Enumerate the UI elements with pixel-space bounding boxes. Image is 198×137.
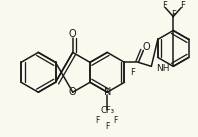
Text: O: O	[143, 42, 150, 52]
Text: F: F	[105, 122, 109, 131]
Text: O: O	[69, 87, 77, 97]
Text: F: F	[113, 116, 117, 125]
Text: F: F	[171, 10, 176, 19]
Text: F: F	[130, 68, 135, 77]
Text: O: O	[69, 29, 77, 39]
Text: N: N	[104, 87, 111, 97]
Text: NH: NH	[156, 64, 170, 73]
Text: F: F	[180, 1, 185, 10]
Text: F: F	[95, 116, 99, 125]
Text: CF₃: CF₃	[100, 106, 114, 115]
Text: F: F	[162, 1, 167, 10]
